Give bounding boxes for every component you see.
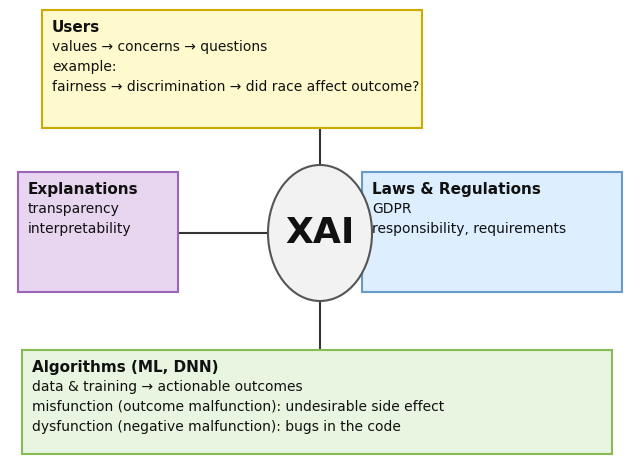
Text: values → concerns → questions: values → concerns → questions <box>52 40 268 54</box>
Text: transparency: transparency <box>28 202 120 216</box>
Text: Explanations: Explanations <box>28 182 139 197</box>
Text: XAI: XAI <box>285 216 355 250</box>
Text: example:: example: <box>52 60 116 74</box>
Text: Algorithms (ML, DNN): Algorithms (ML, DNN) <box>32 360 218 375</box>
Text: GDPR: GDPR <box>372 202 412 216</box>
FancyBboxPatch shape <box>362 172 622 292</box>
Text: responsibility, requirements: responsibility, requirements <box>372 222 566 236</box>
FancyBboxPatch shape <box>22 350 612 454</box>
FancyBboxPatch shape <box>42 10 422 128</box>
Text: fairness → discrimination → did race affect outcome?: fairness → discrimination → did race aff… <box>52 80 419 94</box>
Text: Users: Users <box>52 20 100 35</box>
Text: dysfunction (negative malfunction): bugs in the code: dysfunction (negative malfunction): bugs… <box>32 420 401 434</box>
Text: interpretability: interpretability <box>28 222 132 236</box>
Text: misfunction (outcome malfunction): undesirable side effect: misfunction (outcome malfunction): undes… <box>32 400 444 414</box>
FancyBboxPatch shape <box>18 172 178 292</box>
Ellipse shape <box>268 165 372 301</box>
Text: data & training → actionable outcomes: data & training → actionable outcomes <box>32 380 303 394</box>
Text: Laws & Regulations: Laws & Regulations <box>372 182 541 197</box>
